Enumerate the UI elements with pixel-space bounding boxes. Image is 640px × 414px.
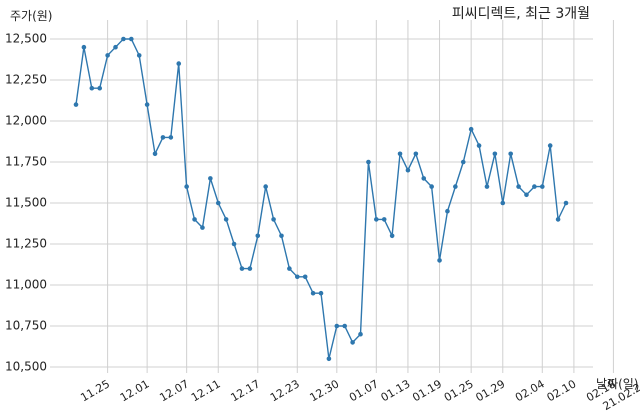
price-points bbox=[73, 36, 569, 362]
data-point bbox=[358, 331, 363, 337]
data-point bbox=[445, 208, 450, 214]
x-tick-label: 02.04 bbox=[513, 377, 547, 404]
y-tick-label: 12,500 bbox=[5, 32, 47, 46]
x-tick-label: 01.19 bbox=[410, 377, 444, 404]
data-point bbox=[429, 184, 434, 189]
data-point bbox=[200, 225, 205, 230]
data-point bbox=[524, 192, 529, 198]
data-point bbox=[184, 184, 189, 189]
data-point bbox=[215, 200, 221, 206]
data-point bbox=[453, 184, 458, 189]
data-point bbox=[271, 217, 276, 222]
data-point bbox=[302, 274, 308, 280]
data-point bbox=[547, 143, 553, 148]
x-tick-label: 12.07 bbox=[157, 377, 191, 404]
x-tick-label: 12.17 bbox=[228, 377, 262, 404]
data-point bbox=[136, 53, 142, 58]
data-point bbox=[413, 151, 419, 157]
y-tick-label: 12,250 bbox=[5, 73, 47, 87]
y-tick-label: 11,750 bbox=[5, 155, 47, 169]
data-point bbox=[294, 274, 300, 280]
data-point bbox=[105, 53, 110, 58]
data-point bbox=[563, 200, 569, 206]
x-tick-label: 01.29 bbox=[473, 377, 507, 404]
data-point bbox=[350, 340, 355, 345]
data-point bbox=[121, 36, 126, 42]
grid-lines bbox=[50, 20, 614, 373]
data-point bbox=[539, 184, 545, 189]
data-point bbox=[89, 85, 95, 91]
data-point bbox=[247, 266, 253, 271]
data-point bbox=[326, 356, 332, 362]
data-point bbox=[310, 290, 316, 296]
x-tick-label: 01.25 bbox=[442, 377, 476, 404]
y-axis-ticks: 10,500 10,750 11,000 11,250 11,500 11,750 12,0… bbox=[5, 32, 47, 374]
data-point bbox=[263, 184, 268, 189]
data-point bbox=[239, 266, 245, 271]
y-axis-label: 주가(원) bbox=[10, 9, 52, 23]
data-point bbox=[492, 151, 498, 157]
data-point bbox=[168, 135, 174, 140]
data-point bbox=[500, 200, 506, 206]
data-point bbox=[176, 61, 182, 66]
x-tick-label: 12.11 bbox=[189, 377, 223, 404]
data-point bbox=[318, 290, 324, 296]
y-tick-label: 11,500 bbox=[5, 196, 47, 210]
y-tick-label: 10,500 bbox=[5, 360, 47, 374]
data-point bbox=[208, 176, 213, 181]
data-point bbox=[81, 44, 87, 50]
data-point bbox=[374, 217, 379, 222]
chart-title: 피씨디렉트, 최근 3개월 bbox=[452, 6, 590, 22]
x-tick-label: 11.25 bbox=[78, 377, 112, 404]
y-tick-label: 11,000 bbox=[5, 278, 47, 292]
data-point bbox=[192, 217, 197, 222]
x-tick-label: 02.10 bbox=[545, 377, 579, 404]
data-point bbox=[484, 184, 490, 189]
data-point bbox=[342, 323, 348, 329]
data-point bbox=[437, 258, 442, 263]
data-point bbox=[113, 44, 118, 50]
data-point bbox=[144, 102, 150, 107]
data-point bbox=[532, 184, 537, 189]
data-point bbox=[129, 36, 134, 42]
x-tick-label: 12.23 bbox=[268, 377, 302, 404]
y-tick-label: 12,000 bbox=[5, 114, 47, 128]
data-point bbox=[152, 151, 158, 157]
y-tick-label: 10,750 bbox=[5, 319, 47, 333]
data-point bbox=[160, 135, 166, 140]
data-point bbox=[389, 233, 395, 239]
data-point bbox=[421, 176, 427, 181]
x-tick-label: 12.01 bbox=[118, 377, 152, 404]
data-point bbox=[223, 217, 229, 222]
x-tick-label: 01.13 bbox=[379, 377, 413, 404]
data-point bbox=[255, 233, 261, 239]
data-point bbox=[405, 167, 411, 173]
data-point bbox=[73, 102, 79, 107]
data-point bbox=[555, 217, 561, 222]
data-point bbox=[468, 126, 474, 132]
data-point bbox=[287, 266, 292, 271]
data-point bbox=[231, 241, 237, 247]
data-point bbox=[366, 159, 371, 165]
data-point bbox=[279, 233, 284, 239]
x-axis-label: 날짜(일) bbox=[596, 377, 638, 391]
x-tick-label: 01.07 bbox=[347, 377, 381, 404]
data-point bbox=[460, 159, 466, 165]
data-point bbox=[397, 151, 403, 157]
data-point bbox=[508, 151, 513, 157]
data-point bbox=[476, 143, 482, 148]
price-line bbox=[75, 38, 567, 359]
data-point bbox=[516, 184, 521, 189]
y-tick-label: 11,250 bbox=[5, 237, 47, 251]
data-point bbox=[97, 85, 103, 91]
data-point bbox=[334, 323, 340, 329]
data-point bbox=[381, 217, 387, 222]
x-tick-label: 12.30 bbox=[308, 377, 342, 404]
